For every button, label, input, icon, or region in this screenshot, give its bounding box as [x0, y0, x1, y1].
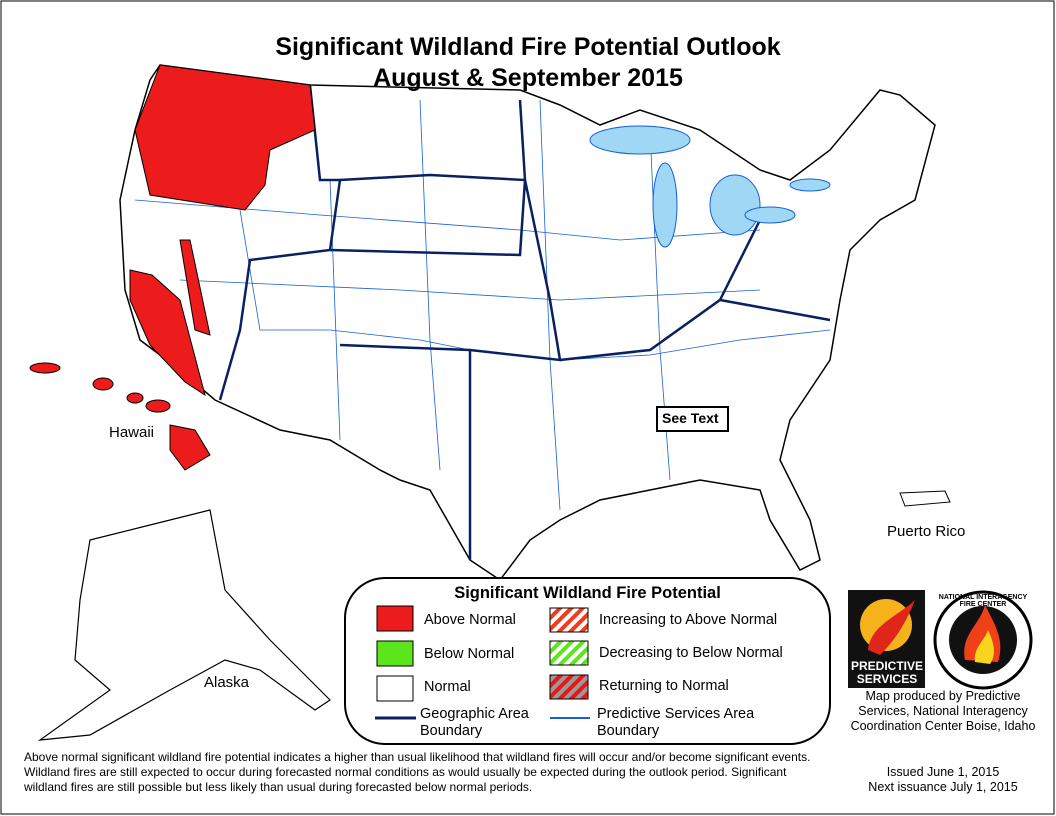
logo-flame: [868, 600, 915, 655]
nifc-logo-text: NATIONAL INTERAGENCY FIRE CENTER: [938, 594, 1028, 608]
great-lakes: [589, 125, 831, 248]
legend-item: Decreasing to Below Normal: [599, 645, 783, 661]
above-normal-northwest: [134, 64, 316, 211]
legend-item: Geographic Area Boundary: [420, 706, 529, 739]
subtitle: August & September 2015: [373, 64, 683, 92]
legend-title: Significant Wildland Fire Potential: [454, 584, 721, 602]
legend-item: Below Normal: [424, 646, 515, 662]
legend-item: Normal: [424, 679, 471, 695]
above-normal-sierra: [179, 239, 211, 336]
title: Significant Wildland Fire Potential Outl…: [275, 33, 781, 61]
footnote: Above normal significant wildland fire p…: [24, 750, 811, 794]
legend-item: Increasing to Above Normal: [599, 612, 778, 628]
hawaii-label: Hawaii: [109, 424, 155, 441]
swatch-increasing: [549, 607, 589, 633]
next-issuance: Next issuance July 1, 2015: [868, 780, 1018, 794]
puerto-rico-label: Puerto Rico: [887, 523, 966, 540]
swatch-below-normal: [376, 640, 414, 667]
legend-item: Predictive Services Area Boundary: [597, 706, 755, 739]
swatch-decreasing: [549, 640, 589, 666]
alaska-label: Alaska: [204, 674, 250, 691]
nifc-logo-city: Boise, Idaho: [963, 676, 1003, 683]
swatch-normal: [376, 675, 414, 702]
swatch-above-normal: [376, 605, 414, 632]
puerto-rico: [899, 490, 951, 507]
swatch-returning: [549, 674, 589, 700]
credits: Map produced by Predictive Services, Nat…: [850, 689, 1036, 733]
geographic-area-boundaries: [218, 84, 831, 560]
predictive-services-logo-text: PREDICTIVE SERVICES: [850, 659, 923, 686]
see-text[interactable]: See Text: [662, 410, 719, 426]
hawaii-islands: [29, 362, 211, 471]
issued: Issued June 1, 2015: [886, 765, 1000, 779]
legend-item: Returning to Normal: [599, 678, 729, 694]
legend-item: Above Normal: [424, 612, 516, 628]
above-normal-california: [129, 269, 206, 397]
nifc-flame-inner: [974, 630, 994, 664]
see-text-box: [656, 406, 729, 432]
alaska: [37, 509, 331, 741]
